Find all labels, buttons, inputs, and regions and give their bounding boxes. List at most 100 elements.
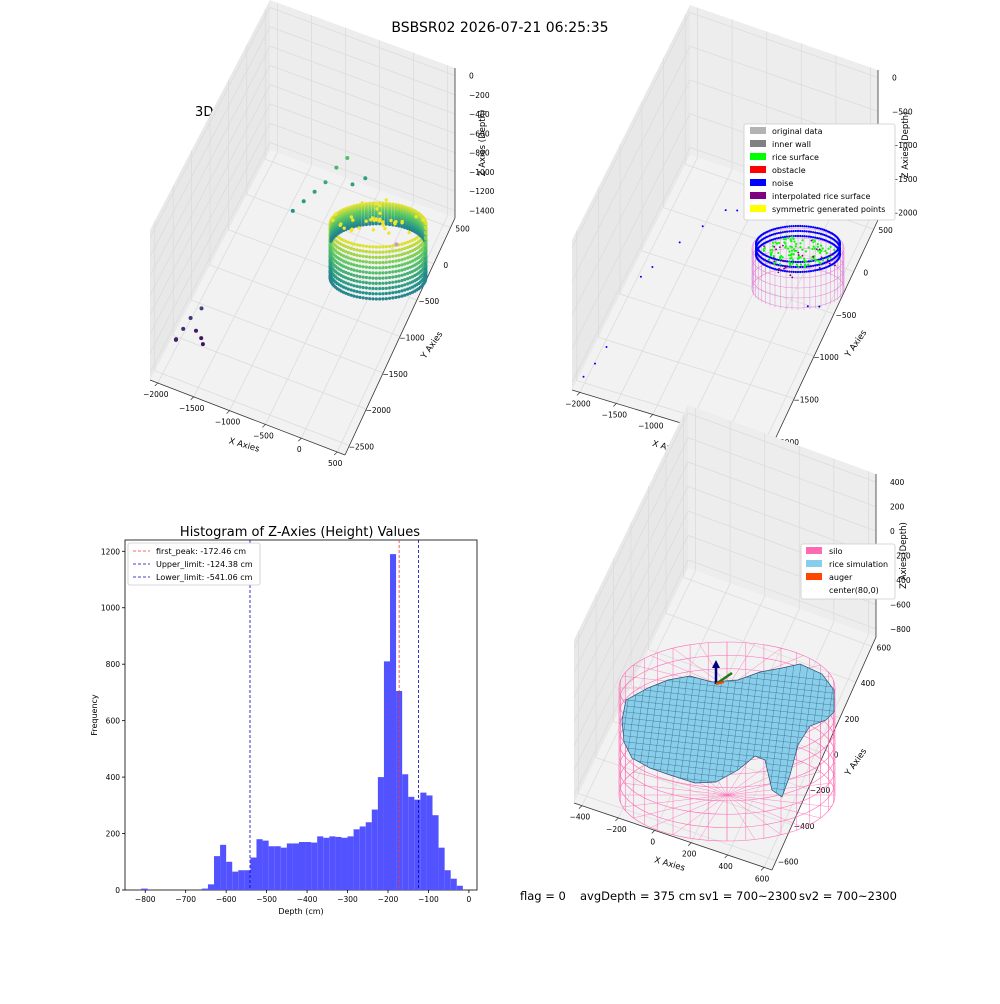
scatter-point (400, 253, 403, 256)
scatter-point (400, 274, 403, 277)
rice-surface-point (778, 242, 780, 244)
rice-surface-point (793, 238, 795, 240)
noise-point (790, 230, 792, 232)
scatter-point (391, 244, 394, 247)
noise-point (806, 230, 808, 232)
scatter-point (387, 231, 390, 234)
noise-point (816, 232, 818, 234)
interpolated-point (827, 259, 829, 261)
rice-surface-point (791, 236, 793, 238)
scatter-point (378, 282, 381, 285)
legend-swatch-silo (806, 547, 822, 554)
scatter-point (385, 223, 388, 226)
rice-surface-point (829, 256, 831, 258)
interpolated-point (789, 274, 791, 276)
noise-point (795, 271, 797, 273)
scatter-point (365, 266, 368, 269)
noise-point (839, 247, 841, 249)
histogram-bar (426, 795, 432, 890)
scatter-point (403, 226, 406, 229)
scatter-point (403, 273, 406, 276)
y-tick-label: −1500 (382, 370, 408, 379)
rice-surface-point (788, 261, 790, 263)
noise-point (816, 269, 818, 271)
scatter-point (368, 287, 371, 290)
noise-point (776, 269, 778, 271)
status-flag: flag = 0 (520, 889, 566, 903)
scatter-point (375, 266, 378, 269)
noise-point (778, 232, 780, 234)
scatter-point (352, 263, 355, 266)
scatter-point (358, 291, 361, 294)
z-tick-label: −600 (890, 600, 911, 609)
y-tick-label: 1000 (101, 604, 120, 613)
x-tick-label: −200 (606, 825, 627, 834)
scatter-point (350, 294, 353, 297)
scatter-outlier-point (351, 182, 355, 186)
rice-surface-point (817, 243, 819, 245)
rice-surface-point (814, 247, 816, 249)
scatter-point (397, 264, 400, 267)
y-tick-label: 0 (863, 269, 868, 278)
noise-point (804, 235, 806, 237)
histogram-bar (232, 872, 238, 890)
y-tick-label: 600 (106, 717, 121, 726)
scatter-point (358, 265, 361, 268)
y-tick-label: 200 (845, 715, 860, 724)
rice-surface-point (795, 245, 797, 247)
y-tick-label: 800 (106, 660, 121, 669)
scatter-point (371, 287, 374, 290)
rice-surface-point (792, 263, 794, 265)
y-tick-label: 500 (455, 224, 470, 233)
scatter-point (424, 227, 427, 230)
scatter-point (394, 254, 397, 257)
scatter-point (365, 292, 368, 295)
x-tick-mark (577, 392, 580, 395)
histogram-bar (439, 848, 445, 890)
legend-classify: original datainner wallrice surfaceobsta… (744, 124, 895, 220)
scatter-point (397, 290, 400, 293)
z-tick-label: 0 (890, 527, 895, 536)
scatter-point (375, 207, 378, 210)
scatter-point (362, 265, 365, 268)
scatter-point (400, 248, 403, 251)
scatter-point (352, 248, 355, 251)
y-axis-label: Y Axies (843, 746, 870, 778)
x-tick-mark (191, 397, 194, 400)
scatter-point (381, 266, 384, 269)
noise-point (793, 266, 795, 268)
histogram-bar (451, 879, 457, 890)
rice-surface-point (804, 266, 806, 268)
scatter-point (391, 270, 394, 273)
rice-surface-point (772, 242, 774, 244)
noise-point (782, 226, 784, 228)
scatter-point (368, 261, 371, 264)
scatter-outlier-point (324, 180, 328, 184)
noise-point (808, 270, 810, 272)
rice-surface-point (777, 252, 779, 254)
scatter-point (361, 201, 364, 204)
rice-surface-point (783, 238, 785, 240)
x-tick-label: 400 (718, 862, 733, 871)
scatter-point (368, 266, 371, 269)
histogram-bar (214, 856, 220, 890)
scatter-point (368, 245, 371, 248)
status-sv1: sv1 = 700~2300 (699, 889, 797, 903)
scatter-point (350, 262, 353, 265)
noise-outlier-point (606, 346, 608, 348)
x-tick-mark (688, 843, 691, 846)
y-tick-label: −1500 (794, 395, 820, 404)
scatter-point (371, 245, 374, 248)
y-tick-label: −1000 (813, 353, 839, 362)
scatter-point (355, 243, 358, 246)
legend-swatch-rice_simulation (806, 560, 822, 567)
legend-swatch-inner_wall (750, 140, 766, 147)
scatter-point (365, 271, 368, 274)
scatter-point (400, 258, 403, 261)
scatter-point (371, 277, 374, 280)
y-tick-label: 500 (879, 226, 894, 235)
scatter-point (388, 223, 391, 226)
legend-swatch-symmetric_generated_points (750, 205, 766, 212)
noise-point (818, 232, 820, 234)
scatter-point (372, 228, 375, 231)
